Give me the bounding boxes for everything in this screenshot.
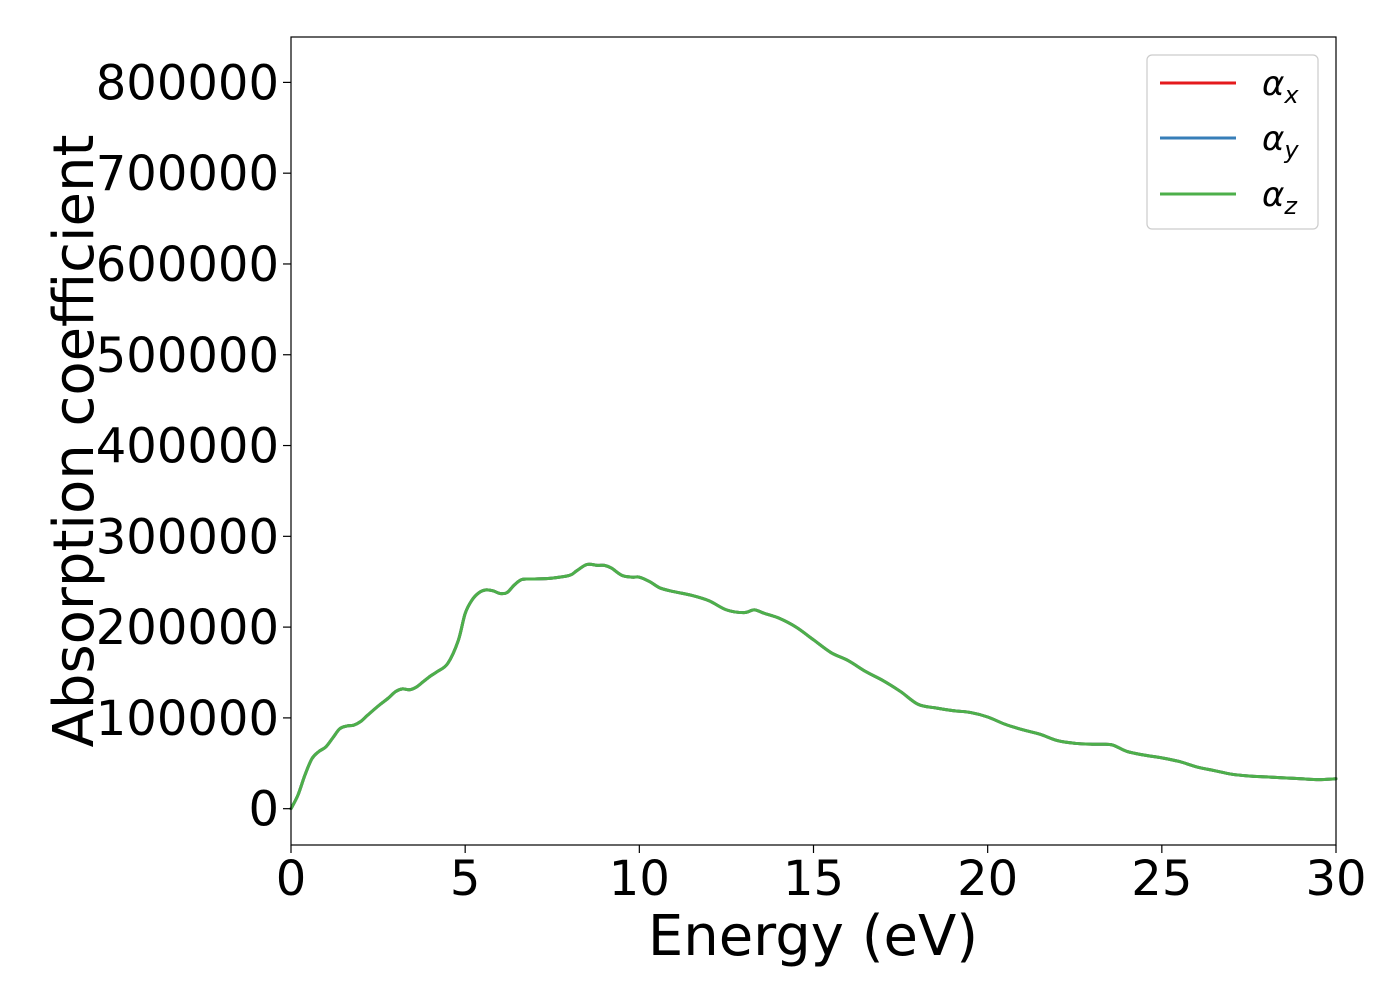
y-axis-ticks: 0 100000 200000 300000 400000 500000 600000 700… — [96, 55, 291, 838]
x-axis-ticks: 0 5 10 15 20 25 30 — [276, 845, 1367, 907]
legend-label-sub: z — [1283, 192, 1298, 220]
x-tick-label: 30 — [1305, 851, 1366, 907]
x-tick-label: 5 — [450, 851, 481, 907]
legend-label-main: α — [1262, 175, 1284, 215]
y-tick-label: 800000 — [96, 55, 279, 111]
legend-box — [1146, 54, 1319, 230]
legend-label-z: αz — [1262, 175, 1298, 220]
x-tick-label: 0 — [276, 851, 307, 907]
y-tick-label: 500000 — [96, 328, 279, 384]
legend-label-sub: x — [1283, 81, 1299, 109]
series-layer — [289, 562, 1338, 811]
y-tick-label: 200000 — [96, 600, 279, 656]
x-tick-label: 25 — [1131, 851, 1192, 907]
legend-label-main: α — [1262, 64, 1284, 104]
x-tick-label: 15 — [783, 851, 844, 907]
y-tick-label: 0 — [248, 782, 279, 838]
legend-label-y: αy — [1262, 119, 1299, 164]
y-tick-label: 400000 — [96, 419, 279, 475]
x-tick-label: 10 — [609, 851, 670, 907]
y-tick-label: 300000 — [96, 509, 279, 565]
legend-label-main: α — [1262, 119, 1284, 159]
y-tick-label: 100000 — [96, 691, 279, 747]
y-tick-label: 700000 — [96, 146, 279, 202]
legend-label-x: αx — [1262, 64, 1299, 109]
x-axis-title: Energy (eV) — [648, 904, 978, 969]
y-axis-title: Absorption coefficient — [42, 135, 107, 748]
legend-label-sub: y — [1283, 136, 1299, 164]
series-line-z — [289, 562, 1338, 811]
y-tick-label: 600000 — [96, 237, 279, 293]
x-tick-label: 20 — [957, 851, 1018, 907]
